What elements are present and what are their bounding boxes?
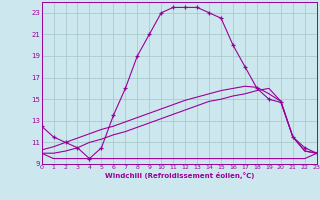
X-axis label: Windchill (Refroidissement éolien,°C): Windchill (Refroidissement éolien,°C)	[105, 172, 254, 179]
